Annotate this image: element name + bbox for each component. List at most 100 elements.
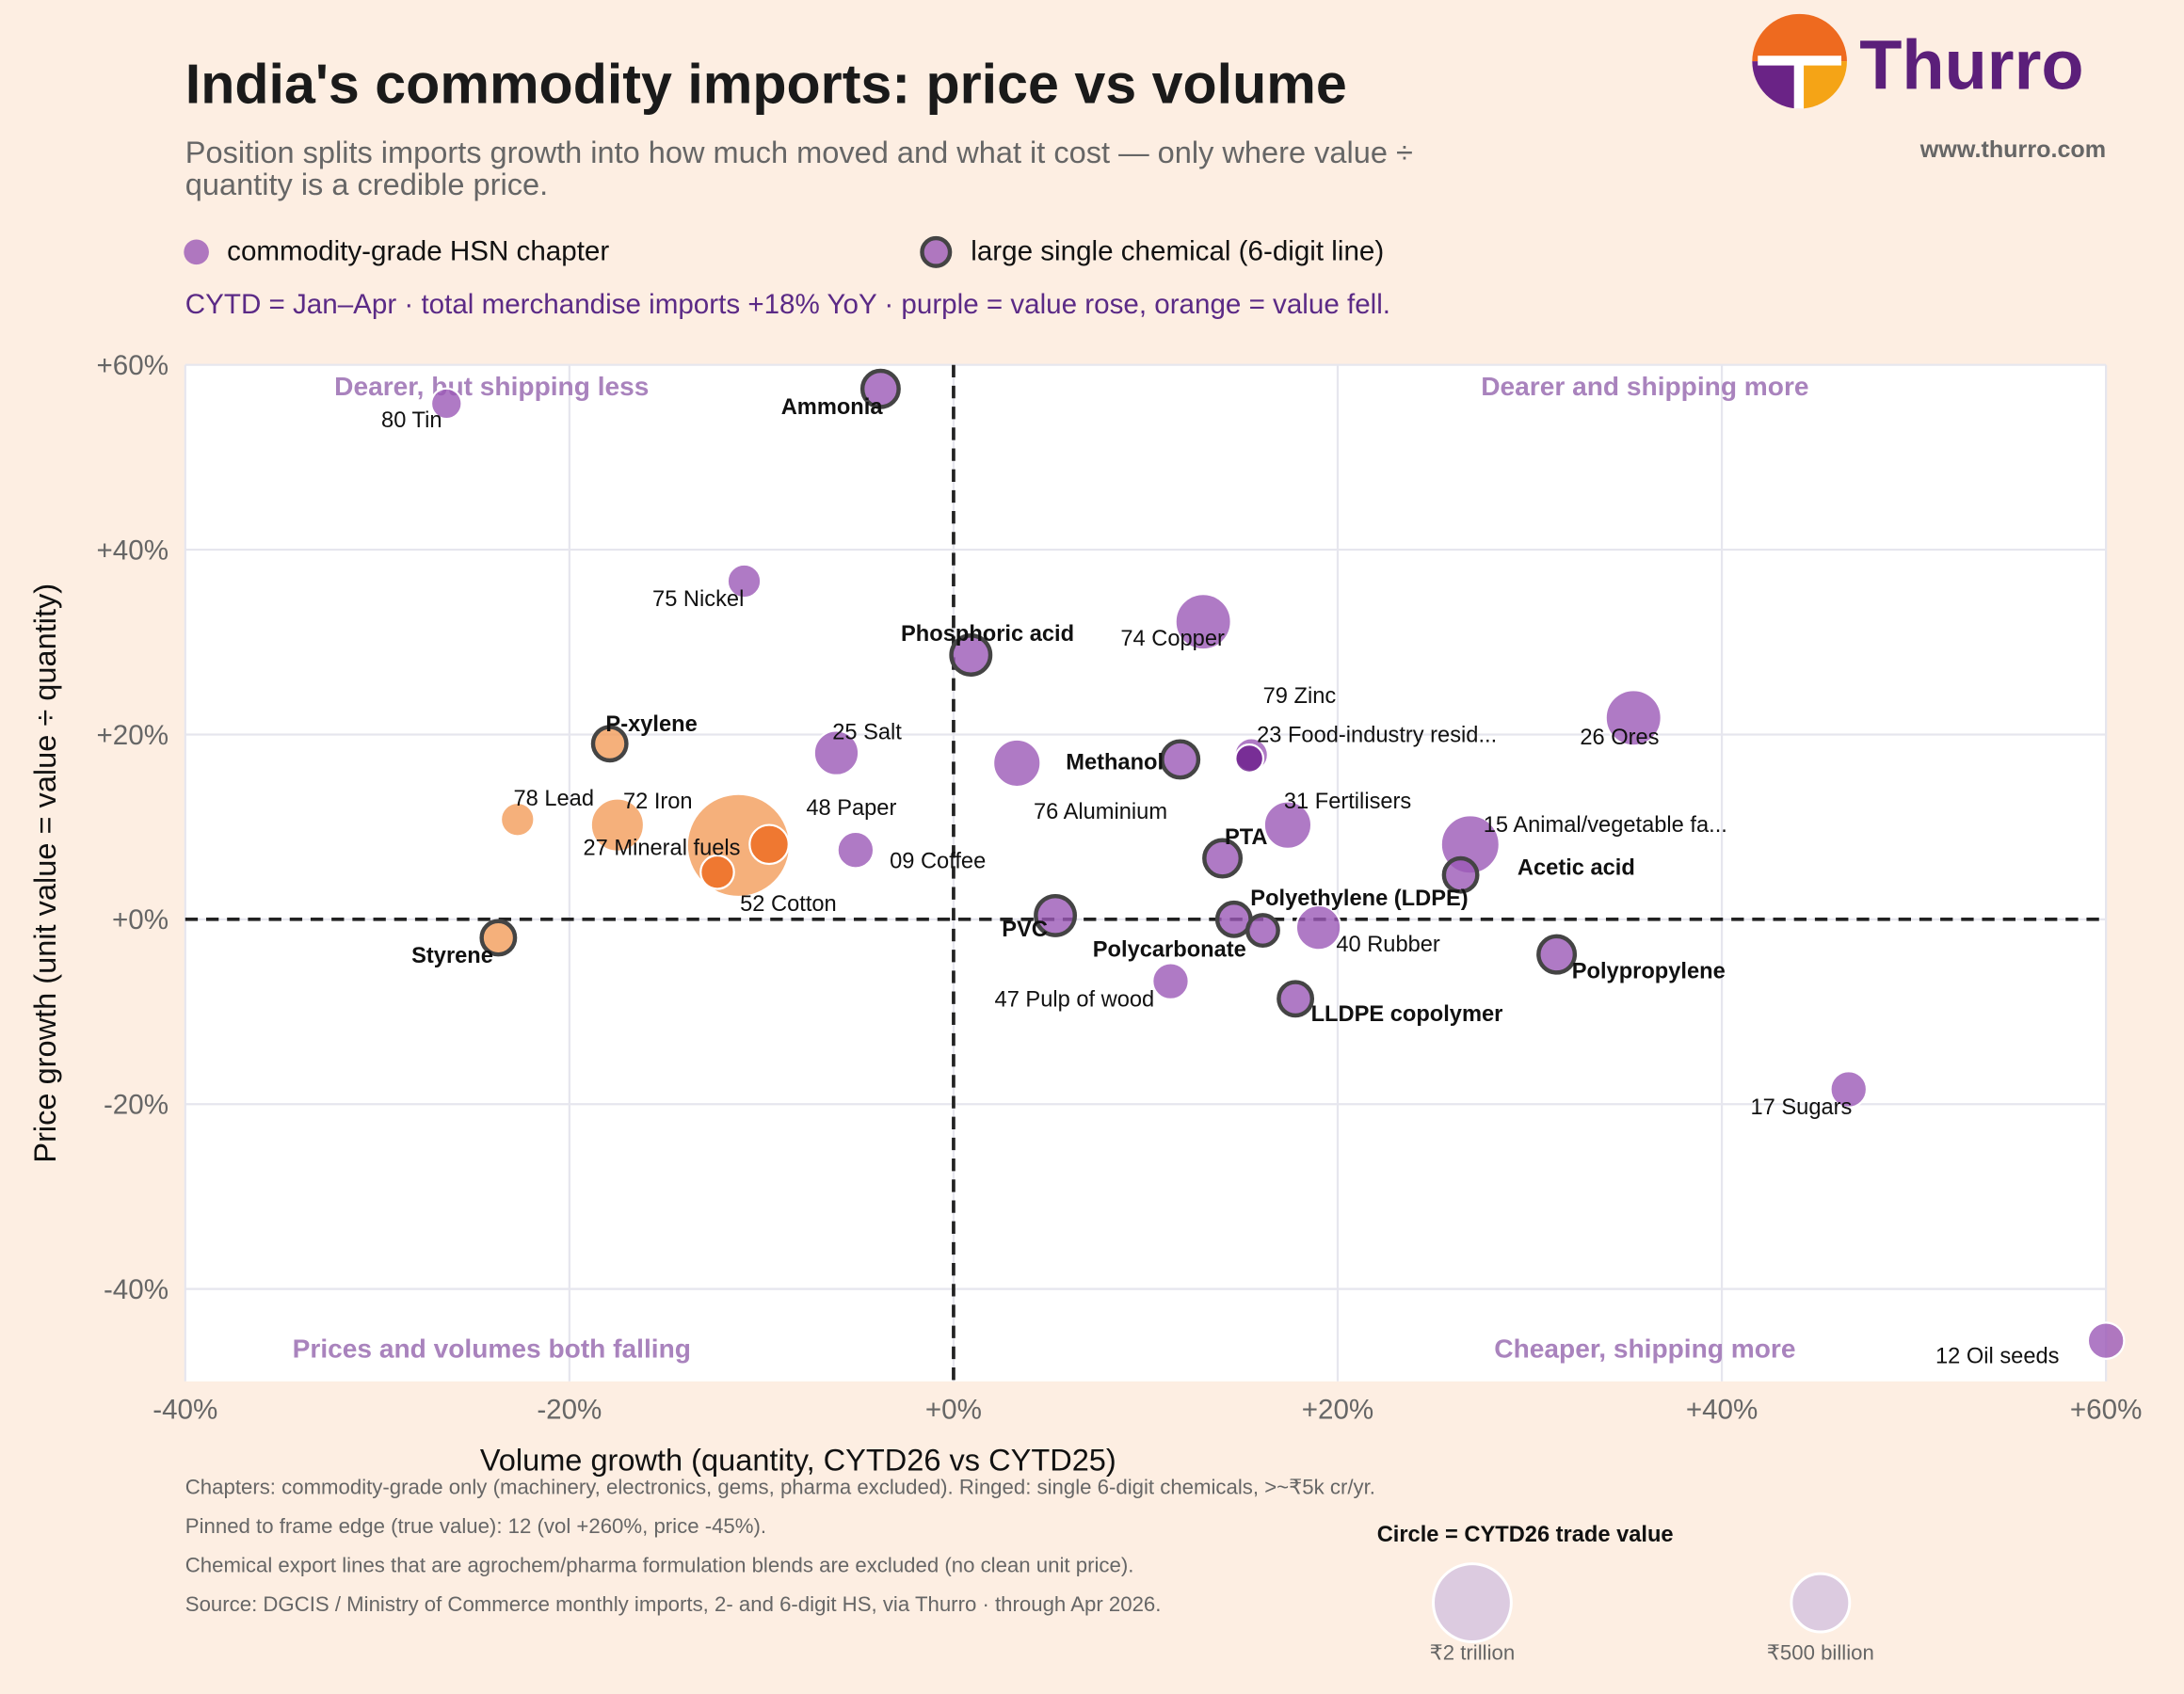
size-legend-label: ₹2 trillion: [1430, 1641, 1516, 1665]
logo-text: Thurro: [1859, 26, 2083, 104]
point: [1245, 913, 1280, 949]
point: [2086, 1321, 2126, 1360]
x-tick-label: +60%: [2070, 1395, 2142, 1426]
point-label: 09 Coffee: [890, 849, 986, 873]
point: [1294, 903, 1342, 951]
point-label: Polypropylene: [1572, 959, 1726, 983]
point: [699, 854, 735, 890]
legend-marker: [920, 235, 953, 268]
point: [1604, 689, 1662, 747]
point-label: 12 Oil seeds: [1935, 1344, 2060, 1368]
x-tick-label: +0%: [925, 1395, 982, 1426]
x-axis-label: Volume growth (quantity, CYTD26 vs CYTD2…: [480, 1443, 1116, 1477]
point: [1174, 593, 1232, 651]
point-label: 25 Salt: [832, 720, 902, 744]
x-tick-label: +40%: [1686, 1395, 1758, 1426]
subtitle: Position splits imports growth into how …: [185, 136, 1413, 169]
point-label: 48 Paper: [806, 796, 896, 821]
point-label: Ammonia: [781, 395, 884, 420]
footnote: Chapters: commodity-grade only (machiner…: [185, 1476, 1375, 1499]
point: [1160, 739, 1201, 780]
point: [590, 725, 629, 763]
point-label: LLDPE copolymer: [1311, 1002, 1503, 1027]
y-tick-label: +0%: [112, 904, 169, 935]
point-label: 15 Animal/vegetable fa...: [1484, 813, 1727, 838]
point-label: 31 Fertilisers: [1284, 790, 1411, 814]
y-tick-label: -40%: [104, 1274, 169, 1305]
point: [1034, 893, 1078, 937]
point: [949, 633, 993, 677]
size-legend-title: Circle = CYTD26 trade value: [1377, 1523, 1674, 1547]
logo-icon: [1752, 13, 1847, 109]
y-tick-label: +40%: [97, 535, 169, 566]
footnote: Chemical export lines that are agrochem/…: [185, 1553, 1134, 1576]
point-label: Styrene: [411, 944, 493, 968]
size-legend-label: ₹500 billion: [1767, 1641, 1874, 1665]
quadrant-label: Cheaper, shipping more: [1494, 1334, 1795, 1364]
point: [748, 823, 790, 866]
point-label: 47 Pulp of wood: [995, 987, 1155, 1012]
point: [479, 919, 518, 957]
point-label: Polyethylene (LDPE): [1250, 887, 1468, 911]
subtitle: quantity is a credible price.: [185, 168, 548, 201]
y-tick-label: +20%: [97, 720, 169, 751]
point-label: Phosphoric acid: [901, 622, 1074, 647]
point: [1262, 800, 1313, 850]
point: [836, 830, 875, 870]
point: [1829, 1070, 1869, 1109]
quadrant-label: Dearer, but shipping less: [334, 372, 649, 401]
quadrant-label: Prices and volumes both falling: [293, 1334, 691, 1364]
legend-label: large single chemical (6-digit line): [971, 236, 1384, 267]
point-label: P-xylene: [605, 712, 697, 737]
point: [1151, 962, 1190, 1000]
point-label: 23 Food-industry resid...: [1257, 724, 1497, 748]
point-label: Acetic acid: [1518, 856, 1635, 881]
point: [812, 729, 860, 776]
note: CYTD = Jan–Apr · total merchandise impor…: [185, 289, 1390, 320]
point-label: 27 Mineral fuels: [584, 837, 741, 861]
y-tick-label: -20%: [104, 1090, 169, 1121]
footnote: Pinned to frame edge (true value): 12 (v…: [185, 1514, 766, 1538]
plot-area: [185, 364, 2107, 1382]
point-label: 79 Zinc: [1263, 684, 1337, 709]
point-label: 74 Copper: [1120, 627, 1225, 651]
point-label: 72 Iron: [623, 790, 693, 814]
point: [1536, 934, 1578, 975]
point-label: 40 Rubber: [1336, 933, 1440, 957]
legend-label: commodity-grade HSN chapter: [227, 236, 609, 267]
point: [589, 797, 646, 853]
legend-marker: [184, 239, 209, 265]
quadrant-label: Dearer and shipping more: [1481, 372, 1808, 401]
point: [1441, 855, 1480, 894]
x-tick-label: +20%: [1302, 1395, 1373, 1426]
point: [726, 563, 763, 599]
point-label: PVC: [1002, 918, 1048, 942]
point-label: 75 Nickel: [652, 587, 744, 612]
title: India's commodity imports: price vs volu…: [185, 53, 1347, 116]
point-label: 17 Sugars: [1751, 1095, 1853, 1120]
point-label: Methanol: [1066, 750, 1164, 775]
point-label: 76 Aluminium: [1034, 800, 1167, 824]
website: www.thurro.com: [1919, 136, 2106, 163]
x-tick-label: -40%: [153, 1395, 217, 1426]
point: [859, 368, 901, 409]
point: [1202, 838, 1244, 879]
point-label: 26 Ores: [1580, 726, 1659, 750]
point: [1234, 743, 1265, 774]
footnote: Source: DGCIS / Ministry of Commerce mon…: [185, 1592, 1162, 1616]
point-label: 80 Tin: [381, 408, 442, 433]
y-tick-label: +60%: [97, 350, 169, 381]
point: [429, 387, 463, 421]
x-tick-label: -20%: [537, 1395, 602, 1426]
point: [499, 801, 536, 838]
point: [991, 738, 1042, 789]
point-label: PTA: [1225, 825, 1268, 850]
point: [1277, 980, 1315, 1018]
point-label: 78 Lead: [513, 787, 594, 811]
point-label: 52 Cotton: [740, 892, 837, 917]
size-legend-circle: [1432, 1562, 1513, 1643]
y-axis-label: Price growth (unit value = value ÷ quant…: [28, 583, 62, 1163]
point-label: Polycarbonate: [1093, 938, 1246, 963]
